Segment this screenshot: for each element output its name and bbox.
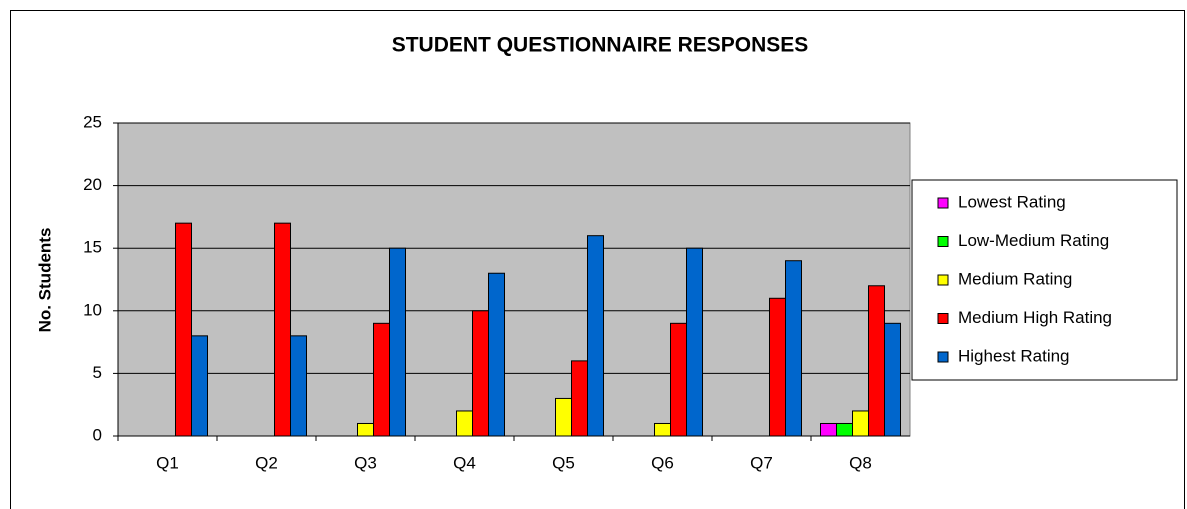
y-axis-label: No. Students — [35, 228, 54, 333]
y-tick-label: 10 — [83, 300, 102, 319]
legend-label: Highest Rating — [958, 346, 1070, 365]
bar — [472, 310, 489, 437]
bar — [868, 285, 885, 437]
chart-title: STUDENT QUESTIONNAIRE RESPONSES — [392, 34, 809, 57]
bar — [373, 322, 390, 437]
legend-label: Lowest Rating — [958, 192, 1066, 211]
legend-swatch — [937, 236, 949, 247]
x-tick-label: Q7 — [750, 453, 773, 472]
bar — [555, 397, 572, 437]
y-tick-label: 20 — [83, 175, 102, 194]
y-tick-label: 25 — [83, 112, 102, 131]
bar — [191, 335, 208, 437]
bar — [389, 247, 406, 437]
bar — [670, 322, 687, 437]
y-tick-label: 5 — [93, 363, 102, 382]
legend-label: Low-Medium Rating — [958, 231, 1109, 250]
bar — [686, 247, 703, 437]
bar — [290, 335, 307, 437]
bar — [654, 422, 671, 437]
x-tick-label: Q4 — [453, 453, 476, 472]
legend-swatch — [937, 274, 949, 286]
legend-label: Medium High Rating — [958, 308, 1112, 327]
x-tick-label: Q2 — [255, 453, 278, 472]
bar — [488, 272, 505, 437]
x-tick-label: Q6 — [651, 453, 674, 472]
bar — [836, 422, 853, 437]
bar — [571, 360, 588, 437]
legend-swatch — [937, 313, 949, 324]
y-tick-label: 15 — [83, 238, 102, 257]
bar — [274, 222, 291, 437]
bar — [769, 297, 786, 437]
bar — [587, 235, 604, 437]
bar — [820, 422, 837, 437]
bar — [884, 322, 901, 437]
x-tick-label: Q1 — [156, 453, 179, 472]
bar — [785, 260, 802, 437]
bar — [175, 222, 192, 437]
x-tick-label: Q8 — [849, 453, 872, 472]
x-tick-label: Q3 — [354, 453, 377, 472]
legend-swatch — [937, 351, 949, 363]
legend-box — [911, 179, 1178, 381]
legend-swatch — [937, 197, 949, 209]
x-tick-label: Q5 — [552, 453, 575, 472]
bar — [456, 410, 473, 437]
bar — [852, 410, 869, 437]
bar — [357, 422, 374, 437]
y-tick-label: 0 — [93, 425, 102, 444]
legend-label: Medium Rating — [958, 269, 1072, 288]
